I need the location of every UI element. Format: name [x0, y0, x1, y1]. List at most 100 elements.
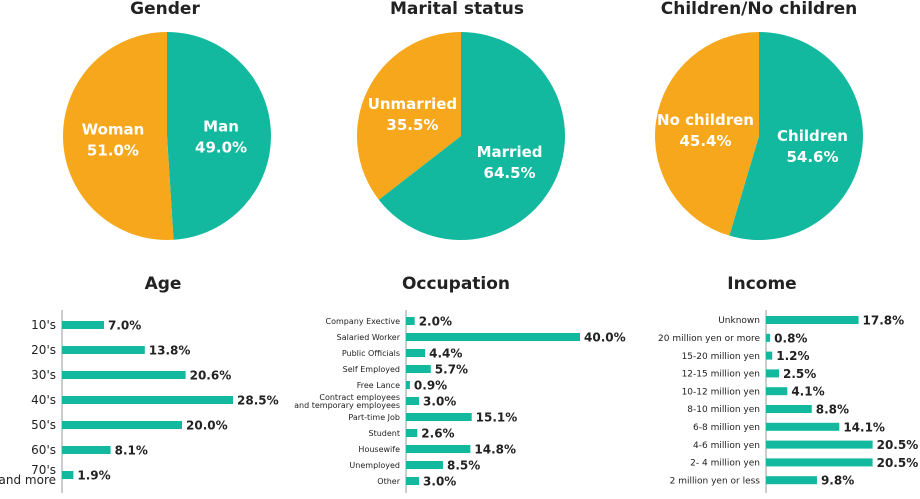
bar-occupation-category-label: Company Exective [326, 317, 401, 326]
bar-occupation-bar [406, 317, 415, 325]
bar-occupation-value-label: 15.1% [476, 411, 518, 425]
bar-occupation-bar [406, 429, 418, 437]
bar-occupation-category-label: Student [369, 429, 401, 438]
bar-income-category-label: 4-6 million yen [693, 441, 760, 451]
bar-income-bar [766, 316, 859, 324]
bar-age-value-label: 7.0% [108, 319, 141, 333]
bar-income-category-label: 2- 4 million yen [690, 459, 760, 469]
pie-children-no-children-slice-value: 45.4% [679, 132, 731, 150]
bar-age-bar [62, 371, 186, 379]
bar-age-bar [62, 446, 111, 454]
bar-age-value-label: 8.1% [115, 444, 148, 458]
bar-occupation-bar [406, 461, 443, 469]
bar-age-category-label: 30's [31, 368, 56, 382]
bar-occupation-value-label: 4.4% [429, 347, 462, 361]
pie-gender-slice-label: Woman [82, 121, 145, 139]
bar-income-value-label: 1.2% [776, 349, 809, 363]
bar-occupation-value-label: 5.7% [435, 363, 468, 377]
pie-gender-slice-value: 51.0% [87, 142, 139, 160]
bar-occupation-value-label: 3.0% [423, 475, 456, 489]
bar-occupation-value-label: 2.6% [421, 427, 454, 441]
bar-income-category-label: 15-20 million yen [682, 352, 760, 362]
bar-income-category-label: 20 million yen or more [658, 334, 760, 344]
bar-age-value-label: 20.0% [186, 419, 228, 433]
bar-income-category-label: 2 million yen or less [670, 476, 761, 486]
bar-income-bar [766, 369, 779, 378]
bar-age-bar [62, 396, 233, 404]
bar-income-value-label: 9.8% [821, 474, 854, 488]
bar-income-value-label: 2.5% [783, 367, 816, 381]
bar-income-value-label: 20.5% [877, 456, 919, 470]
pie-marital-status-slice-unmarried [357, 32, 461, 200]
bar-occupation-category-label: Contract employees and temporary employee… [294, 393, 400, 410]
bar-income-bar [766, 405, 812, 413]
pie-gender-title: Gender [130, 0, 200, 19]
bar-occupation-bar [406, 477, 420, 485]
bar-income-chart: Income 17.8% 0.8% 1.2% 2.5% 4.1% 8.8% 14.1% 20.5… [727, 274, 918, 493]
pie-marital-status-slice-label: Married [477, 143, 543, 161]
bar-income-value-label: 17.8% [863, 314, 905, 328]
pie-children-no-children-slice-no-children [654, 32, 759, 236]
pie-gender-slice-woman [63, 32, 174, 240]
bar-age-category-label: 60's [31, 443, 56, 457]
pie-marital-status-slice-label: Unmarried [368, 95, 457, 113]
pie-gender-slice-value: 49.0% [195, 138, 247, 156]
bar-income-category-label: 8-10 million yen [687, 405, 760, 415]
bar-age-category-label: 20's [31, 343, 56, 357]
bar-occupation-category-label: Housewife [358, 445, 400, 454]
bar-income-category-label: 10-12 million yen [682, 387, 760, 397]
bar-occupation-category-label: Other [377, 477, 400, 486]
pie-children-no-children-slice-label: No children [657, 111, 754, 129]
bar-income-bar [766, 440, 873, 449]
pie-children-no-children-chart: Children/No children Children 54.6% No chil… [654, 0, 863, 240]
bar-income-title: Income [727, 274, 796, 294]
bar-age-bar [62, 321, 104, 329]
bar-occupation-bar [406, 365, 431, 373]
bar-occupation-category-label: Part-time Job [348, 413, 400, 422]
pie-children-no-children-slice-children [729, 32, 863, 240]
pie-gender-chart: Gender Man 49.0% Woman 51.0% [63, 0, 272, 240]
bar-age-bar [62, 346, 145, 354]
bar-income-bar [766, 351, 773, 360]
pie-gender-slice-label: Man [203, 117, 239, 135]
bar-income-value-label: 14.1% [843, 420, 885, 434]
bar-income-value-label: 8.8% [816, 403, 849, 417]
bar-occupation-bar [406, 397, 420, 405]
bar-income-bar [766, 387, 788, 396]
bar-age-bar [62, 471, 74, 479]
bar-occupation-value-label: 8.5% [447, 459, 480, 473]
bar-occupation-value-label: 40.0% [584, 331, 626, 345]
bar-income-bar [766, 458, 873, 467]
bar-age-value-label: 13.8% [149, 344, 191, 358]
bar-age-category-label: 40's [31, 393, 56, 407]
pie-marital-status-slice-value: 35.5% [386, 116, 438, 134]
bar-income-value-label: 0.8% [774, 331, 807, 345]
bar-age-value-label: 20.6% [190, 369, 232, 383]
bar-income-bar [766, 333, 771, 342]
bar-age-category-label: 10's [31, 318, 56, 332]
bar-age-value-label: 1.9% [77, 469, 110, 483]
bar-occupation-category-label: Free Lance [357, 381, 400, 390]
bar-income-category-label: Unknown [718, 316, 760, 326]
bar-occupation-bar [406, 333, 580, 341]
pie-marital-status-slice-married [378, 32, 565, 240]
bar-income-bar [766, 476, 817, 485]
bar-income-category-label: 6-8 million yen [693, 423, 760, 433]
bar-income-value-label: 20.5% [877, 438, 919, 452]
bar-occupation-category-label: Self Employed [343, 365, 400, 374]
bar-occupation-value-label: 2.0% [419, 315, 452, 329]
bar-occupation-value-label: 3.0% [423, 395, 456, 409]
bar-occupation-bar [406, 381, 410, 389]
bar-occupation-category-label: Unemployed [349, 461, 400, 470]
bar-age-category-label: 70's and more [0, 463, 56, 487]
bar-occupation-bar [406, 445, 471, 453]
pie-children-no-children-slice-label: Children [777, 127, 848, 145]
pie-gender-slice-man [167, 32, 272, 240]
bar-occupation-value-label: 14.8% [474, 443, 516, 457]
pie-children-no-children-slice-value: 54.6% [786, 148, 838, 166]
bar-occupation-value-label: 0.9% [414, 379, 447, 393]
bar-age-value-label: 28.5% [237, 394, 279, 408]
bar-occupation-bar [406, 349, 426, 357]
